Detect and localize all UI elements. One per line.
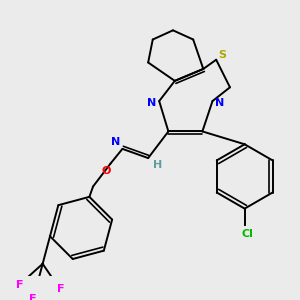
Text: F: F [29,294,36,300]
Text: F: F [57,284,65,294]
Text: O: O [101,166,111,176]
Text: N: N [111,137,121,147]
Text: S: S [219,50,226,60]
Text: Cl: Cl [242,229,254,239]
Text: H: H [153,160,162,170]
Text: N: N [215,98,224,108]
Text: F: F [16,280,23,290]
Text: N: N [147,98,157,108]
